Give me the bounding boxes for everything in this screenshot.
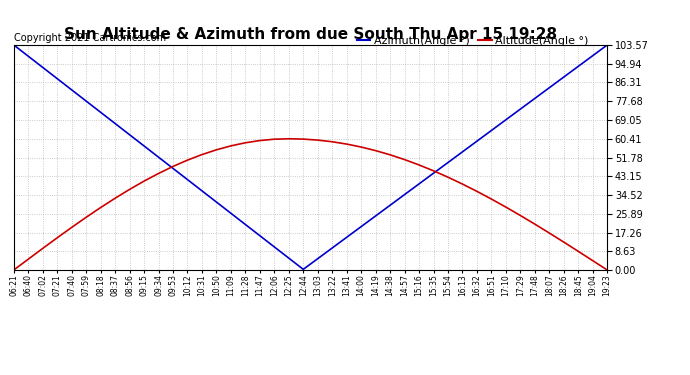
Legend: Azimuth(Angle °), Altitude(Angle °): Azimuth(Angle °), Altitude(Angle °): [353, 32, 593, 50]
Text: Copyright 2021 Cartronics.com: Copyright 2021 Cartronics.com: [14, 33, 166, 43]
Title: Sun Altitude & Azimuth from due South Thu Apr 15 19:28: Sun Altitude & Azimuth from due South Th…: [64, 27, 557, 42]
